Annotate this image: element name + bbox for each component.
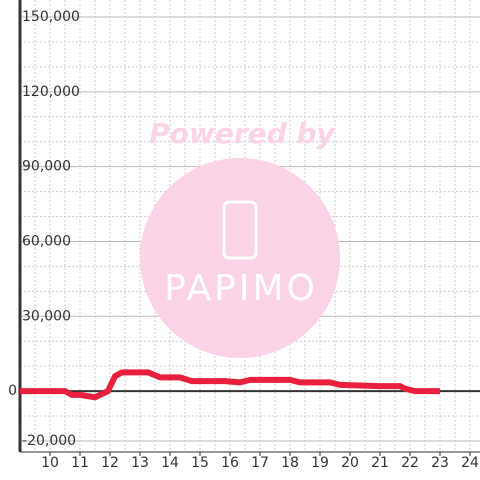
x-tick-label: 17: [251, 455, 269, 471]
data-line: [20, 369, 440, 401]
watermark-phone: [222, 200, 258, 260]
x-tick-label: 11: [71, 455, 89, 471]
x-tick-label: 19: [311, 455, 329, 471]
x-tick-label: 22: [401, 455, 419, 471]
x-tick-label: 24: [461, 455, 479, 471]
x-tick-label: 15: [191, 455, 209, 471]
y-tick-label: 90,000: [22, 159, 71, 175]
y-tick-label: 120,000: [22, 84, 80, 100]
x-tick-label: 10: [41, 455, 59, 471]
x-tick-label: 13: [131, 455, 149, 471]
x-tick-label: 21: [371, 455, 389, 471]
x-tick-label: 18: [281, 455, 299, 471]
y-tick-label: -20,000: [22, 433, 76, 449]
x-tick-label: 12: [101, 455, 119, 471]
y-tick-label: 150,000: [22, 9, 80, 25]
x-tick-label: 16: [221, 455, 239, 471]
y-tick-label: 0: [8, 383, 17, 399]
x-tick-label: 14: [161, 455, 179, 471]
watermark: Powered by PAPIMO: [140, 117, 340, 358]
watermark-caption: Powered by: [149, 117, 336, 150]
x-tick-label: 23: [431, 455, 449, 471]
y-tick-label: 60,000: [22, 233, 71, 249]
x-tick-label: 20: [341, 455, 359, 471]
watermark-logo: PAPIMO: [164, 268, 318, 309]
y-tick-label: 30,000: [22, 308, 71, 324]
